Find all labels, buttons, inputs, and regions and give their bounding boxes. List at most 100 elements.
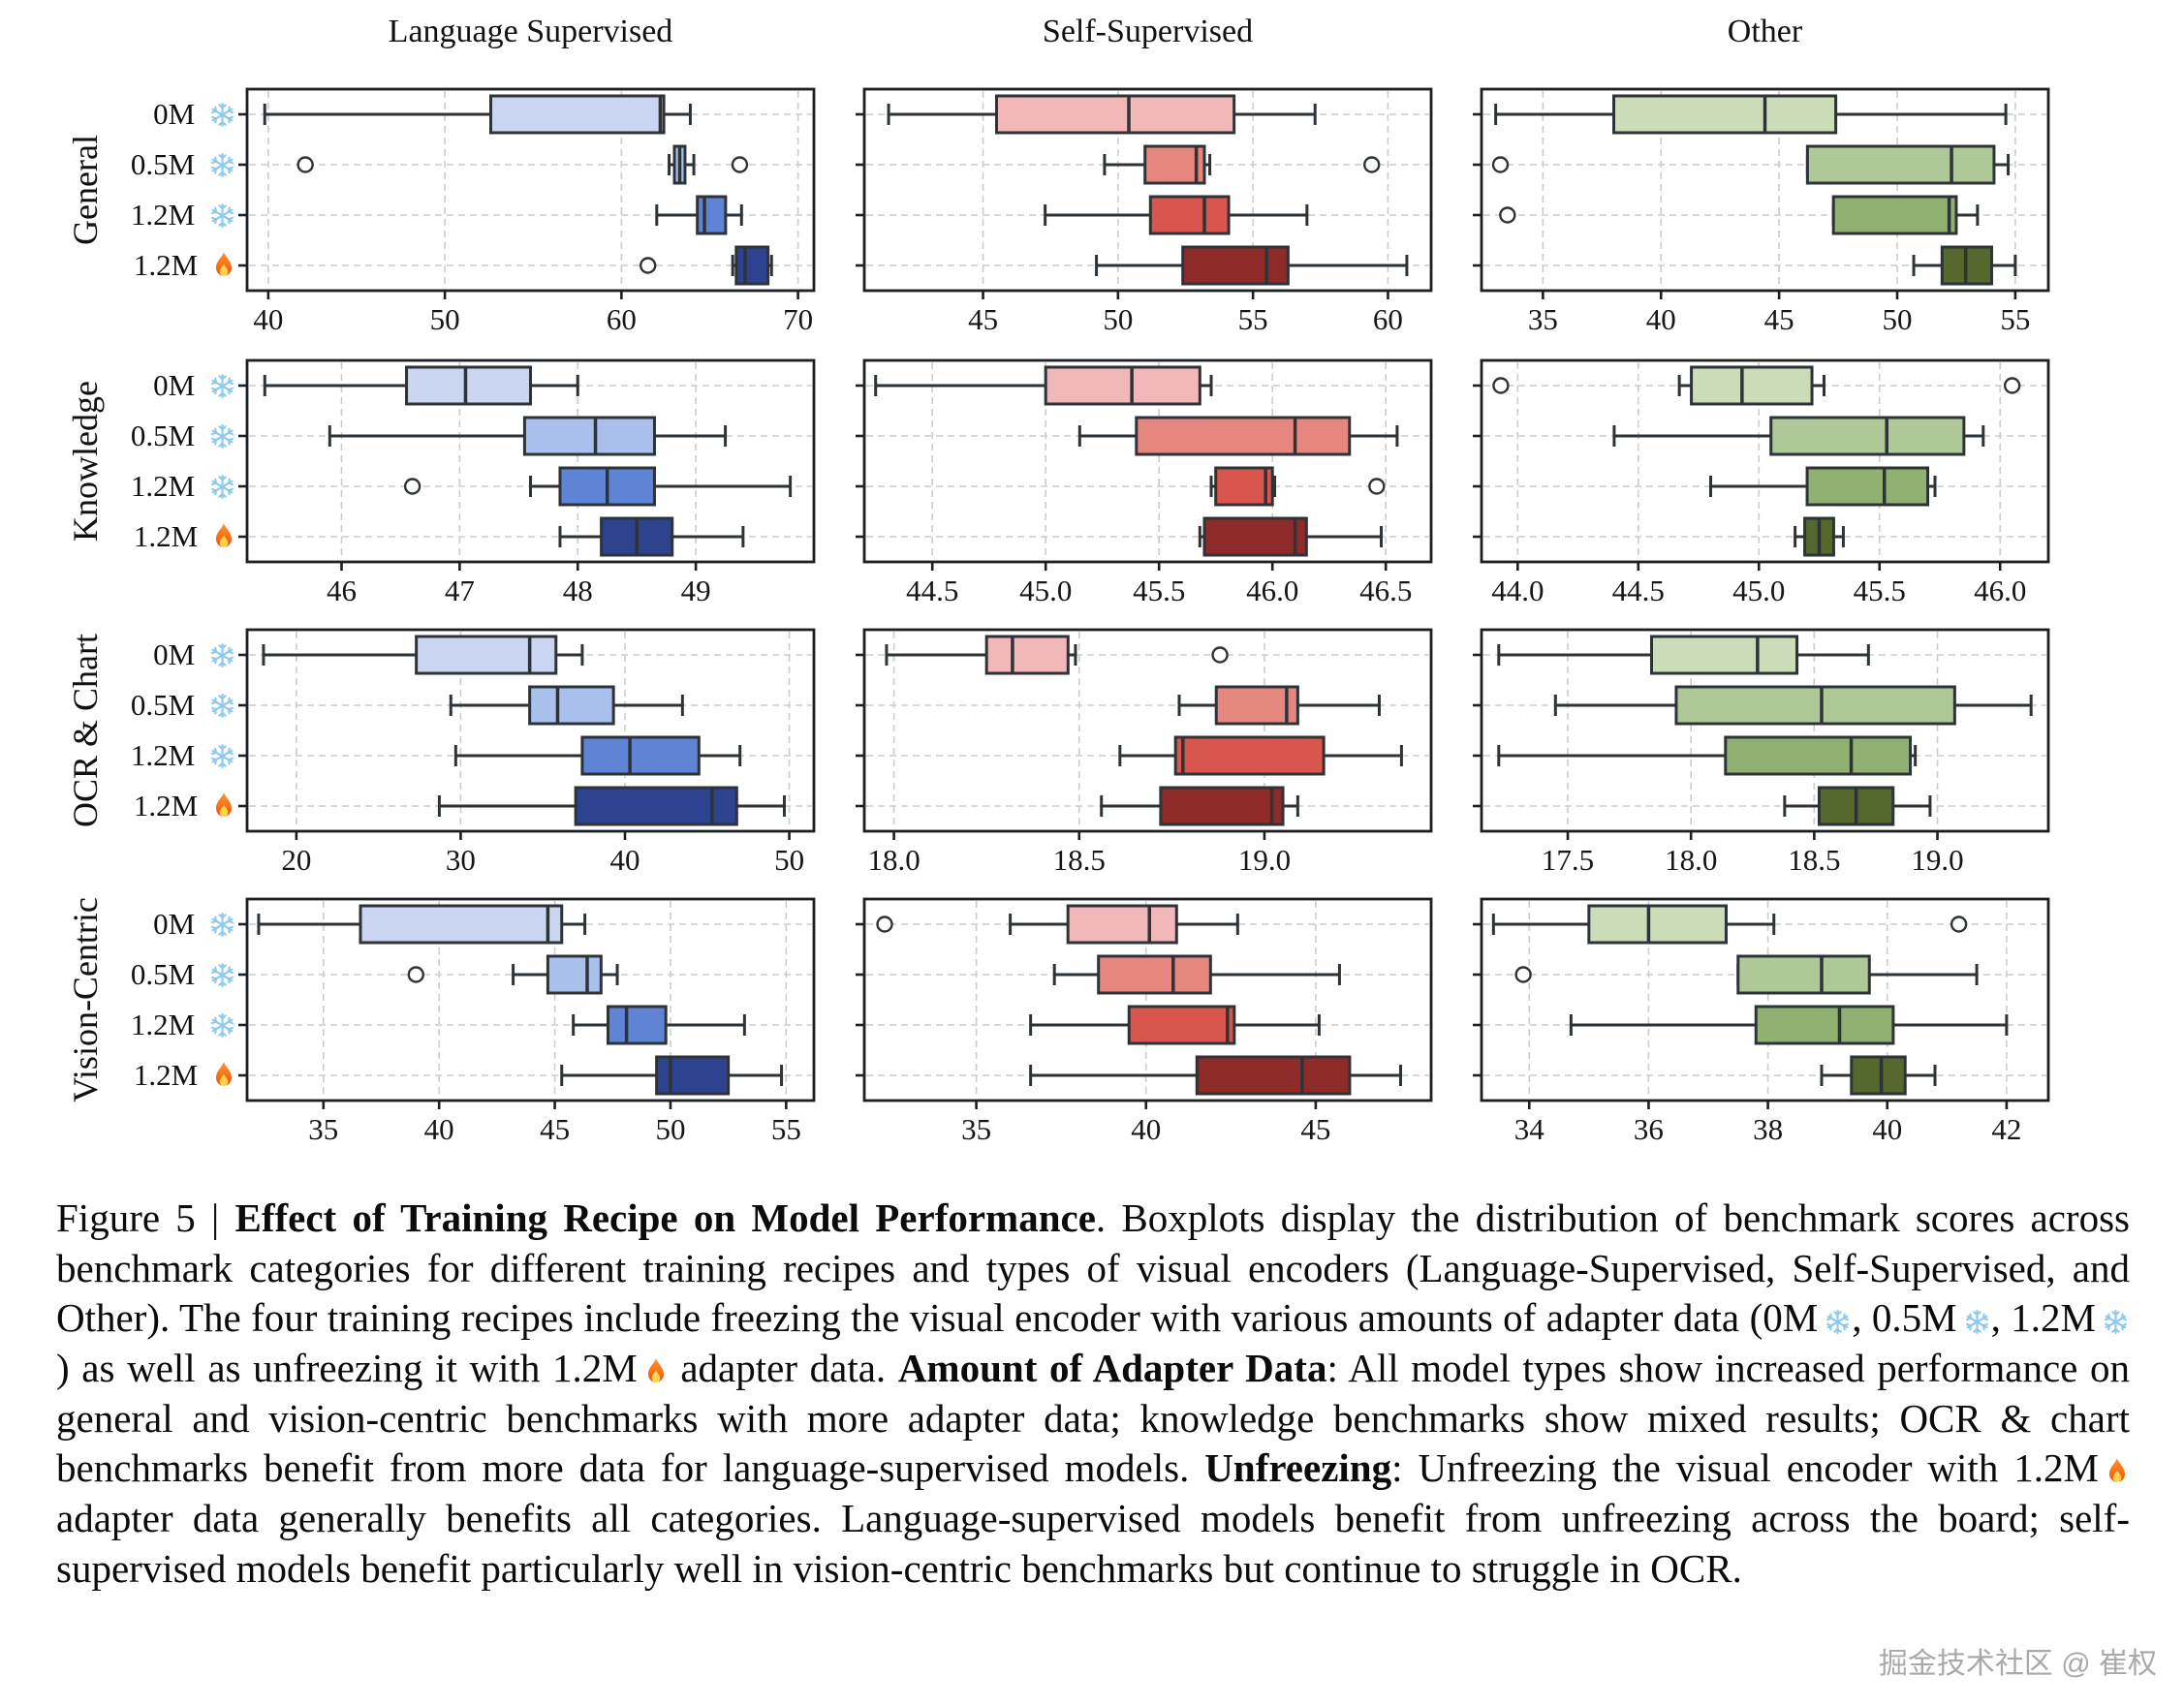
boxplot-canvas: 46 47 48 49: [238, 358, 816, 607]
x-tick-label: 44.5: [906, 574, 958, 607]
gridlines: [249, 901, 812, 1099]
outlier-point: [1211, 646, 1229, 664]
outlier-point: [1363, 156, 1381, 173]
subplot-ocr-chart-self-supervised: 18.0 18.5 19.0: [851, 626, 1446, 880]
x-tick-label: 40: [253, 302, 283, 336]
x-tick-label: 18.5: [1788, 843, 1840, 877]
x-tick-label: 17.5: [1542, 843, 1594, 877]
boxes: [887, 94, 1409, 286]
plot-border: [1480, 897, 2050, 1102]
x-tick-label: 55: [771, 1112, 801, 1146]
x-tick-label: 45.0: [1019, 574, 1072, 607]
outlier-point: [1950, 916, 1968, 933]
x-tick-label: 40: [1646, 302, 1676, 336]
x-tick-label: 45: [1764, 302, 1794, 336]
plot-border: [862, 628, 1433, 833]
ytick-label-0.5-frozen: 0.5M: [0, 417, 236, 455]
axis-ticks: 40 50 60 70: [238, 112, 813, 336]
ytick-label-0-frozen: 0M: [0, 366, 236, 405]
x-tick-label: 50: [1103, 302, 1133, 336]
column-title-language-supervised: Language Supervised: [388, 14, 673, 49]
outlier-point: [731, 156, 749, 173]
snowflake-icon: [1826, 1310, 1850, 1335]
outlier-point: [1492, 377, 1510, 394]
axis-ticks: 45 50 55 60: [856, 112, 1403, 336]
boxes: [1497, 635, 2033, 826]
x-tick-label: 18.5: [1053, 843, 1106, 877]
fire-icon: [2108, 1458, 2126, 1483]
ytick-label-1.2-unfrozen: 1.2M: [0, 1056, 236, 1095]
x-tick-label: 50: [430, 302, 460, 336]
x-tick-label: 45: [968, 302, 998, 336]
axis-ticks: 44.0 44.5 45.0 45.5 46.0: [1473, 384, 2026, 607]
ytick-label-0-frozen: 0M: [0, 636, 236, 674]
plot-border: [245, 358, 816, 564]
plot-border: [862, 897, 1433, 1102]
x-tick-label: 35: [308, 1112, 338, 1146]
x-tick-label: 44.5: [1612, 574, 1665, 607]
x-tick-label: 48: [563, 574, 593, 607]
x-tick-label: 50: [655, 1112, 685, 1146]
x-tick-label: 18.0: [1665, 843, 1717, 877]
x-tick-label: 40: [1131, 1112, 1161, 1146]
x-tick-label: 45: [540, 1112, 570, 1146]
ytick-label-0-frozen: 0M: [0, 905, 236, 944]
boxes: [263, 365, 793, 557]
outlier-point: [639, 257, 657, 274]
ytick-label-1.2-unfrozen: 1.2M: [0, 246, 236, 285]
snowflake-icon: [2105, 1310, 2127, 1335]
boxes: [874, 365, 1399, 557]
outlier-point: [876, 916, 893, 933]
x-tick-label: 45.5: [1854, 574, 1906, 607]
boxplot-canvas: 35 40 45 50 55: [1473, 87, 2050, 336]
plot-border: [862, 87, 1433, 293]
outlier-point: [1491, 156, 1510, 173]
axis-ticks: 44.5 45.0 45.5 46.0 46.5: [856, 384, 1412, 607]
plot-border: [1480, 358, 2050, 564]
outlier-point: [407, 966, 425, 983]
x-tick-label: 35: [1528, 302, 1558, 336]
ytick-label-1.2-frozen: 1.2M: [0, 467, 236, 506]
snowflake-icon: [211, 153, 234, 177]
x-tick-label: 42: [1991, 1112, 2021, 1146]
outlier-point: [403, 478, 421, 495]
snowflake-icon: [211, 103, 234, 127]
x-tick-label: 47: [445, 574, 475, 607]
axis-ticks: 20 30 40 50: [238, 653, 804, 877]
subplot-knowledge-self-supervised: 44.5 45.0 45.5 46.0 46.5: [851, 357, 1446, 610]
boxes: [885, 635, 1403, 826]
x-tick-label: 45.0: [1732, 574, 1785, 607]
gridlines: [866, 632, 1429, 829]
x-tick-label: 19.0: [1911, 843, 1963, 877]
boxes: [262, 635, 786, 826]
x-tick-label: 45: [1300, 1112, 1330, 1146]
boxes: [876, 904, 1402, 1096]
plot-border: [1480, 87, 2050, 293]
x-tick-label: 18.0: [867, 843, 920, 877]
subplot-ocr-chart-other: 17.5 18.0 18.5 19.0: [1468, 626, 2063, 880]
fire-icon: [215, 523, 233, 547]
axis-ticks: 35 40 45: [856, 922, 1330, 1146]
subplot-vision-centric-self-supervised: 35 40 45: [851, 895, 1446, 1149]
boxplot-canvas: 18.0 18.5 19.0: [856, 628, 1433, 877]
plot-border: [245, 628, 816, 833]
figure-caption: Figure 5 | Effect of Training Recipe on …: [56, 1195, 2130, 1591]
outlier-point: [2003, 377, 2021, 394]
subplot-general-self-supervised: 45 50 55 60: [851, 85, 1446, 339]
outlier-point: [1499, 206, 1516, 224]
x-tick-label: 20: [281, 843, 311, 877]
snowflake-icon: [211, 913, 234, 937]
fire-icon: [215, 252, 233, 276]
x-tick-label: 46.0: [1974, 574, 2026, 607]
ytick-label-1.2-frozen: 1.2M: [0, 736, 236, 775]
plot-border: [1480, 628, 2050, 833]
snowflake-icon: [211, 694, 234, 718]
x-tick-label: 50: [774, 843, 804, 877]
subplot-vision-centric-language-supervised: 35 40 45 50 55: [234, 895, 828, 1149]
fire-icon: [647, 1358, 664, 1382]
snowflake-icon: [211, 963, 234, 987]
plot-border: [245, 87, 816, 293]
snowflake-icon: [211, 1013, 234, 1038]
snowflake-icon: [211, 475, 234, 499]
boxplot-canvas: 35 40 45: [856, 897, 1433, 1146]
